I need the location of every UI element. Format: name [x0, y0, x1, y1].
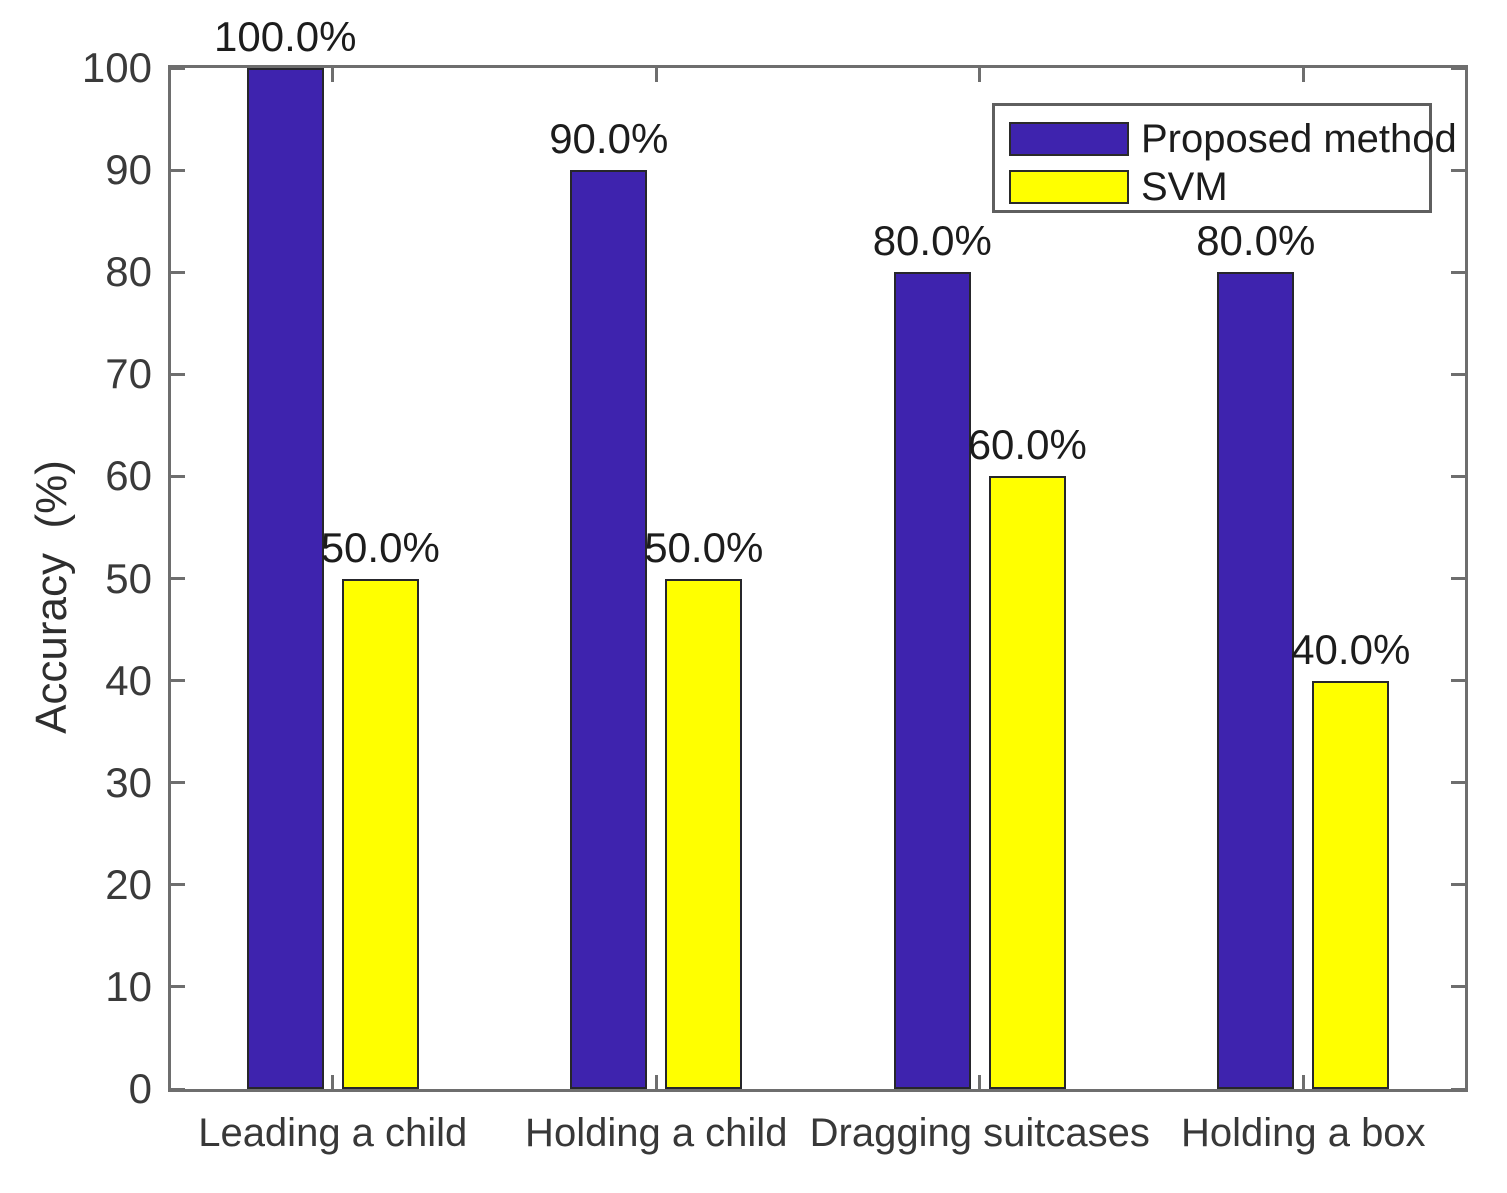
x-category-label-holding-a-child: Holding a child — [525, 1111, 788, 1155]
y-tick-left — [171, 270, 185, 274]
y-tick-right — [1451, 679, 1465, 683]
y-tick-right — [1451, 883, 1465, 887]
x-tick-bottom — [1301, 1075, 1305, 1089]
y-tick-left — [171, 679, 185, 683]
bar-svm-leading-a-child — [341, 578, 419, 1089]
x-tick-bottom — [654, 1075, 658, 1089]
x-tick-bottom — [331, 1075, 335, 1089]
bar-proposed-method-holding-a-child — [570, 170, 648, 1089]
legend-swatch-proposed-method — [1009, 122, 1129, 156]
y-tick-label: 50 — [105, 554, 152, 602]
legend-label-svm: SVM — [1141, 164, 1228, 209]
bar-svm-dragging-suitcases — [988, 476, 1066, 1089]
y-tick-label: 90 — [105, 146, 152, 194]
y-tick-label: 30 — [105, 758, 152, 806]
value-label-proposed-method-leading-a-child: 100.0% — [214, 13, 357, 60]
y-tick-left — [171, 577, 185, 580]
y-tick-left — [171, 474, 185, 478]
bar-svm-holding-a-child — [665, 578, 743, 1089]
x-category-label-leading-a-child: Leading a child — [198, 1111, 468, 1155]
x-tick-top — [978, 68, 982, 82]
legend-swatch-svm — [1009, 170, 1129, 204]
y-tick-right — [1451, 577, 1465, 580]
y-tick-left — [171, 1087, 185, 1091]
y-tick-label: 20 — [105, 860, 152, 908]
value-label-svm-dragging-suitcases: 60.0% — [967, 421, 1087, 469]
x-category-label-dragging-suitcases: Dragging suitcases — [809, 1111, 1150, 1155]
y-tick-right — [1451, 372, 1465, 376]
y-tick-right — [1451, 1087, 1465, 1091]
x-tick-bottom — [978, 1075, 982, 1089]
y-tick-left — [171, 883, 185, 887]
x-tick-top — [1301, 68, 1305, 82]
y-tick-label: 100 — [81, 44, 152, 91]
x-category-label-holding-a-box: Holding a box — [1180, 1111, 1426, 1155]
value-label-proposed-method-holding-a-box: 80.0% — [1196, 217, 1316, 265]
value-label-svm-holding-a-child: 50.0% — [644, 523, 764, 571]
value-label-proposed-method-dragging-suitcases: 80.0% — [872, 217, 992, 265]
y-tick-right — [1451, 474, 1465, 478]
value-label-svm-holding-a-box: 40.0% — [1291, 625, 1411, 673]
legend: Proposed method SVM — [992, 103, 1457, 213]
y-tick-right — [1451, 168, 1465, 172]
value-label-proposed-method-holding-a-child: 90.0% — [549, 115, 669, 163]
bar-proposed-method-dragging-suitcases — [893, 272, 971, 1089]
y-tick-label: 0 — [128, 1065, 152, 1112]
y-tick-left — [171, 985, 185, 989]
bar-proposed-method-holding-a-box — [1217, 272, 1295, 1089]
bar-svm-holding-a-box — [1312, 680, 1390, 1089]
bar-proposed-method-leading-a-child — [246, 68, 324, 1089]
y-tick-label: 60 — [105, 452, 152, 500]
value-label-svm-leading-a-child: 50.0% — [320, 523, 440, 571]
y-tick-label: 10 — [105, 962, 152, 1010]
x-tick-top — [331, 68, 335, 82]
y-tick-label: 40 — [105, 656, 152, 704]
y-tick-label: 70 — [105, 350, 152, 398]
x-tick-top — [654, 68, 658, 82]
plot-area — [168, 65, 1468, 1092]
y-tick-left — [171, 168, 185, 172]
y-tick-label: 80 — [105, 248, 152, 296]
y-tick-right — [1451, 270, 1465, 274]
y-tick-left — [171, 781, 185, 785]
legend-label-proposed-method: Proposed method — [1141, 116, 1457, 161]
y-tick-right — [1451, 781, 1465, 785]
y-tick-right — [1451, 66, 1465, 70]
y-tick-left — [171, 372, 185, 376]
legend-row-proposed-method: Proposed method — [995, 115, 1457, 163]
y-tick-left — [171, 66, 185, 70]
legend-row-svm: SVM — [995, 163, 1429, 211]
y-tick-right — [1451, 985, 1465, 989]
